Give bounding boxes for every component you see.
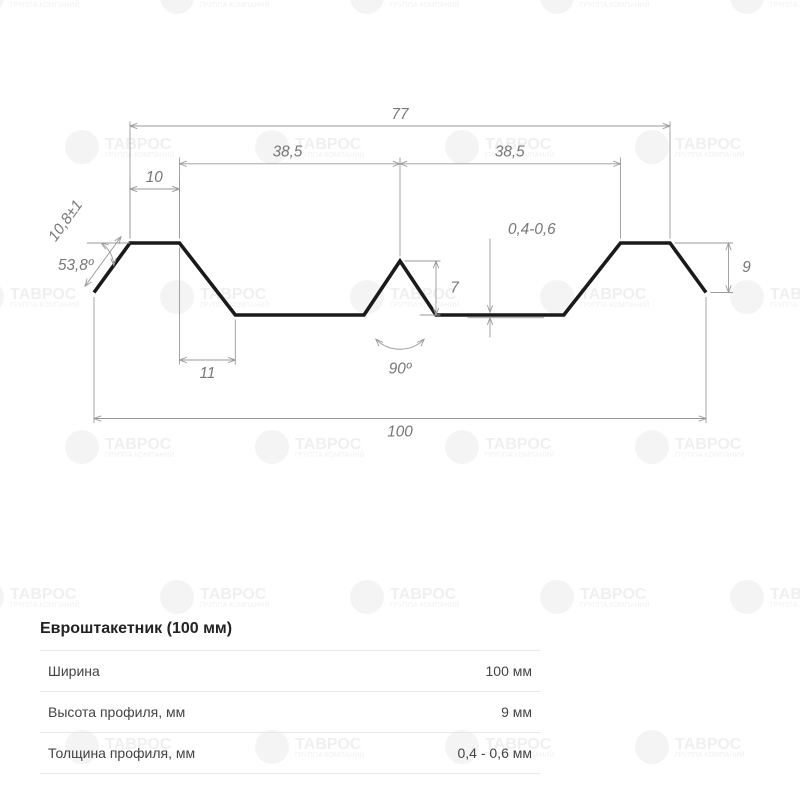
watermark: ТАВРОСГРУППА КОМПАНИЙ bbox=[0, 580, 80, 614]
spec-value: 9 мм bbox=[362, 692, 540, 733]
dim-angle-center: 90º bbox=[389, 361, 413, 378]
angle-arc bbox=[376, 339, 424, 349]
watermark: ТАВРОСГРУППА КОМПАНИЙ bbox=[730, 0, 800, 14]
dim-half-left: 38,5 bbox=[273, 144, 303, 161]
spec-row: Ширина100 мм bbox=[40, 651, 540, 692]
dim-edge-len: 10,8±1 bbox=[45, 197, 86, 245]
watermark: ТАВРОСГРУППА КОМПАНИЙ bbox=[635, 730, 745, 764]
spec-table: Ширина100 ммВысота профиля, мм9 ммТолщин… bbox=[40, 650, 540, 774]
watermark: ТАВРОСГРУППА КОМПАНИЙ bbox=[730, 580, 800, 614]
watermark: ТАВРОСГРУППА КОМПАНИЙ bbox=[540, 0, 650, 14]
watermark: ТАВРОСГРУППА КОМПАНИЙ bbox=[350, 0, 460, 14]
dim-thickness: 0,4-0,6 bbox=[508, 221, 556, 238]
profile-diagram: 77 38,5 38,5 10 100 11 9 7 bbox=[40, 60, 760, 480]
spec-value: 0,4 - 0,6 мм bbox=[362, 733, 540, 774]
watermark: ТАВРОСГРУППА КОМПАНИЙ bbox=[350, 580, 460, 614]
spec-row: Толщина профиля, мм0,4 - 0,6 мм bbox=[40, 733, 540, 774]
dim-top-width: 77 bbox=[392, 106, 409, 123]
dim-height: 9 bbox=[742, 259, 751, 276]
watermark: ТАВРОСГРУППА КОМПАНИЙ bbox=[540, 580, 650, 614]
dim-top-flat: 10 bbox=[146, 169, 163, 186]
spec-label: Высота профиля, мм bbox=[40, 692, 362, 733]
dim-mid-peak: 7 bbox=[450, 280, 459, 297]
dim-angle-left: 53,8º bbox=[58, 257, 95, 274]
spec-title: Евроштакетник (100 мм) bbox=[40, 620, 232, 638]
watermark: ТАВРОСГРУППА КОМПАНИЙ bbox=[160, 580, 270, 614]
spec-label: Толщина профиля, мм bbox=[40, 733, 362, 774]
spec-value: 100 мм bbox=[362, 651, 540, 692]
watermark: ТАВРОСГРУППА КОМПАНИЙ bbox=[0, 0, 80, 14]
dim-overall: 100 bbox=[387, 424, 413, 441]
watermark: ТАВРОСГРУППА КОМПАНИЙ bbox=[160, 0, 270, 14]
spec-label: Ширина bbox=[40, 651, 362, 692]
dim-bottom-offset: 11 bbox=[199, 365, 215, 382]
dim-half-right: 38,5 bbox=[495, 144, 525, 161]
spec-row: Высота профиля, мм9 мм bbox=[40, 692, 540, 733]
